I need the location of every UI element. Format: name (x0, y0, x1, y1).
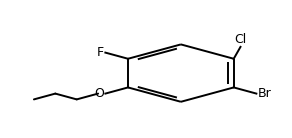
Text: O: O (94, 87, 104, 100)
Text: Br: Br (258, 87, 272, 100)
Text: F: F (97, 46, 104, 59)
Text: Cl: Cl (234, 33, 247, 46)
